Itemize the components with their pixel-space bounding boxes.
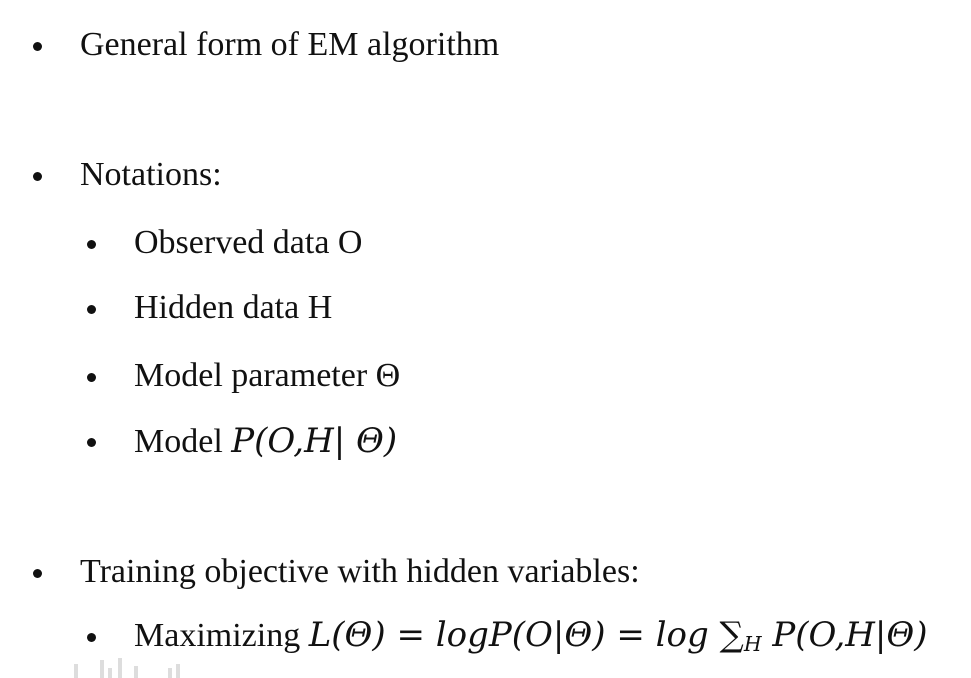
bullet-prefix: Model [134, 423, 232, 460]
bullet-observed-data: Observed data O [134, 226, 362, 260]
bullet-icon [87, 305, 96, 314]
bullet-text: Notations: [80, 156, 222, 193]
bullet-text: Hidden data H [134, 289, 333, 326]
bullet-icon [87, 633, 96, 642]
bullet-icon [33, 569, 42, 578]
bullet-text: Training objective with hidden variables… [80, 553, 640, 590]
bullet-prefix: Maximizing [134, 617, 309, 654]
bullet-notations: Notations: [80, 158, 222, 192]
summation-symbol: ∑ [719, 615, 744, 655]
bullet-text: General form of EM algorithm [80, 26, 500, 63]
bullet-icon [87, 373, 96, 382]
summation-subscript: H [743, 632, 762, 657]
bullet-icon [33, 172, 42, 181]
bullet-text: Observed data O [134, 224, 363, 261]
bullet-general-form: General form of EM algorithm [80, 28, 499, 62]
scan-artifact [72, 656, 192, 678]
bullet-text: Model parameter Θ [134, 357, 401, 394]
bullet-model-parameter: Model parameter Θ [134, 359, 400, 393]
bullet-maximizing: Maximizing L(Θ) = logP(O|Θ) = log ∑H P(O… [134, 618, 928, 655]
formula-part-b: P(O,H|Θ) [761, 615, 928, 655]
bullet-icon [87, 240, 96, 249]
objective-formula: L(Θ) = logP(O|Θ) = log ∑H P(O,H|Θ) [309, 615, 928, 655]
model-formula: P(O,H| Θ) [231, 421, 398, 461]
formula-part-a: L(Θ) = logP(O|Θ) = log [308, 615, 720, 655]
bullet-model: Model P(O,H| Θ) [134, 424, 397, 459]
bullet-hidden-data: Hidden data H [134, 291, 332, 325]
bullet-training-objective: Training objective with hidden variables… [80, 555, 640, 589]
bullet-icon [33, 42, 42, 51]
bullet-icon [87, 438, 96, 447]
